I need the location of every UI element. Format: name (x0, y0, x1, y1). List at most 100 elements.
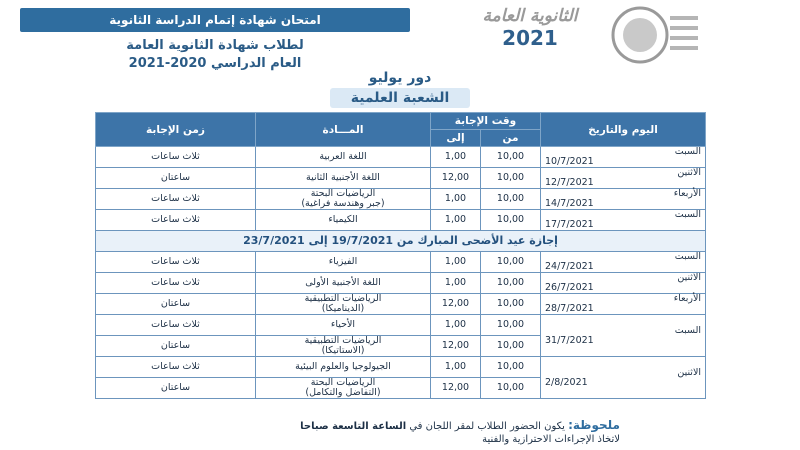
exam-round: دور يوليو (368, 70, 432, 86)
day: السبت (674, 146, 702, 157)
date-cell: الاثنين 12/7/2021 (540, 167, 707, 189)
from-time: 10,00 (480, 188, 542, 210)
from-time: 10,00 (480, 377, 542, 399)
holiday-to: 23/7/2021 (243, 234, 305, 247)
schedule-row: السبت 10/7/2021 10,00 1,00 اللغة العربية ثلاث… (95, 146, 707, 168)
from-time: 10,00 (480, 167, 542, 189)
from-time: 10,00 (480, 272, 542, 294)
brand: الثانوية العامة 2021 (470, 6, 590, 76)
duration: ساعتان (95, 335, 256, 357)
subject: الرياضيات البحتة (310, 188, 376, 199)
schedule-table: اليوم والتاريخ وقت الإجابة المـــادة زمن… (94, 112, 707, 399)
date-cell: الاثنين 26/7/2021 (540, 272, 707, 294)
subject-cell: اللغة الأجنبية الثانية (255, 167, 431, 189)
header-row: اليوم والتاريخ وقت الإجابة المـــادة زمن… (95, 112, 707, 147)
day: الاثنين (677, 272, 702, 283)
date: 31/7/2021 (545, 334, 594, 346)
date-cell: الأربعاء 14/7/2021 (540, 188, 707, 210)
date: 2/8/2021 (545, 376, 588, 388)
duration: ساعتان (95, 293, 256, 315)
brand-text: الثانوية العامة (482, 6, 578, 26)
from-time: 10,00 (480, 314, 542, 336)
subject: اللغة الأجنبية الثانية (306, 172, 380, 183)
day: الاثنين (677, 167, 702, 178)
header-cell: من (480, 129, 542, 147)
schedule-row: الاثنين 26/7/2021 10,00 1,00 اللغة الأجنبية … (95, 272, 707, 294)
subtitle: العام الدراسي 2020-2021 (128, 56, 302, 71)
schedule-row: السبت 17/7/2021 10,00 1,00 الكيمياء ثلاث ساعا… (95, 209, 707, 231)
subject: اللغة العربية (319, 151, 367, 162)
header-cell: إلى (429, 129, 482, 147)
date: 26/7/2021 (545, 282, 594, 293)
date: 24/7/2021 (545, 261, 594, 272)
date-cell: الاثنين 2/8/2021 (540, 356, 707, 399)
to-time: 1,00 (429, 251, 482, 273)
subject: الجيولوجيا والعلوم البيئية (295, 361, 391, 372)
to-time: 1,00 (429, 209, 482, 231)
subject-cell: الرياضيات البحتة (جبر وهندسة فراغية) (255, 188, 431, 210)
to-time: 1,00 (429, 188, 482, 210)
subject: (جبر وهندسة فراغية) (301, 198, 385, 209)
day: الاثنين (677, 366, 702, 378)
schedule-row: الأربعاء 14/7/2021 10,00 1,00 الرياضيات البح… (95, 188, 707, 210)
from-time: 10,00 (480, 146, 542, 168)
to-time: 12,00 (429, 293, 482, 315)
duration: ثلاث ساعات (95, 188, 256, 210)
header-cell: زمن الإجابة (95, 112, 256, 147)
day: السبت (674, 324, 702, 336)
to-time: 1,00 (429, 314, 482, 336)
subject: الرياضيات التطبيقية (304, 335, 382, 346)
note-time: الساعة التاسعة صباحا (300, 421, 407, 432)
to-time: 1,00 (429, 146, 482, 168)
table-head: اليوم والتاريخ وقت الإجابة المـــادة زمن… (95, 112, 707, 147)
date-cell: السبت 24/7/2021 (540, 251, 707, 273)
schedule-row: الأربعاء 28/7/2021 10,00 12,00 الرياضيات الت… (95, 293, 707, 315)
date: 28/7/2021 (545, 303, 594, 314)
subject: الكيمياء (328, 214, 358, 225)
date: 12/7/2021 (545, 177, 594, 188)
from-time: 10,00 (480, 209, 542, 231)
note-label: ملحوظة: (568, 418, 620, 432)
holiday-row: إجازة عيد الأضحى المبارك من 19/7/2021 إل… (94, 230, 707, 252)
subject-cell: اللغة العربية (255, 146, 431, 168)
date-cell: الأربعاء 28/7/2021 (540, 293, 707, 315)
duration: ثلاث ساعات (95, 356, 256, 378)
subject: الرياضيات التطبيقية (304, 293, 382, 304)
day: السبت (674, 251, 702, 262)
from-time: 10,00 (480, 251, 542, 273)
subject-cell: الرياضيات التطبيقية (الاستاتيكا) (255, 335, 431, 357)
branch: الشعبة العلمية (330, 88, 470, 108)
subject-cell: الأحياء (255, 314, 431, 336)
subject-cell: الفيزياء (255, 251, 431, 273)
schedule-row: السبت 24/7/2021 10,00 1,00 الفيزياء ثلاث ساعا… (95, 251, 707, 273)
from-time: 10,00 (480, 335, 542, 357)
date-cell: السبت 17/7/2021 (540, 209, 707, 231)
duration: ثلاث ساعات (95, 251, 256, 273)
note: ملحوظة: يكون الحضور الطلاب لمقر اللجان ف… (200, 419, 620, 446)
date-cell: السبت 10/7/2021 (540, 146, 707, 168)
date: 14/7/2021 (545, 198, 594, 209)
subject: (التفاضل والتكامل) (305, 387, 381, 398)
subject-cell: اللغة الأجنبية الأولى (255, 272, 431, 294)
holiday-joiner: إلى (308, 234, 328, 247)
header-cell: اليوم والتاريخ (540, 112, 707, 147)
note-text: لاتخاذ الإجراءات الاحترازية والفنية (482, 434, 620, 445)
subtitle: لطلاب شهادة الثانوية العامة (126, 38, 304, 53)
to-time: 1,00 (429, 272, 482, 294)
schedule-row: السبت 31/7/2021 10,00 1,00 الأحياء ثلاث ساعات (95, 314, 707, 357)
to-time: 12,00 (429, 167, 482, 189)
duration: ساعتان (95, 377, 256, 399)
schedule-row: الاثنين 12/7/2021 10,00 12,00 اللغة الأجنبية… (95, 167, 707, 189)
holiday-cell: إجازة عيد الأضحى المبارك من 19/7/2021 إل… (94, 230, 707, 252)
subject: (الديناميكا) (321, 303, 365, 314)
subject-cell: الجيولوجيا والعلوم البيئية (255, 356, 431, 378)
from-time: 10,00 (480, 356, 542, 378)
duration: ثلاث ساعات (95, 272, 256, 294)
subject-cell: الرياضيات التطبيقية (الديناميكا) (255, 293, 431, 315)
header-cell: وقت الإجابة (429, 112, 542, 130)
header-cell: المـــادة (255, 112, 431, 147)
duration: ثلاث ساعات (95, 209, 256, 231)
subject: اللغة الأجنبية الأولى (305, 277, 381, 288)
note-text: يكون الحضور الطلاب لمقر اللجان في (409, 421, 565, 432)
